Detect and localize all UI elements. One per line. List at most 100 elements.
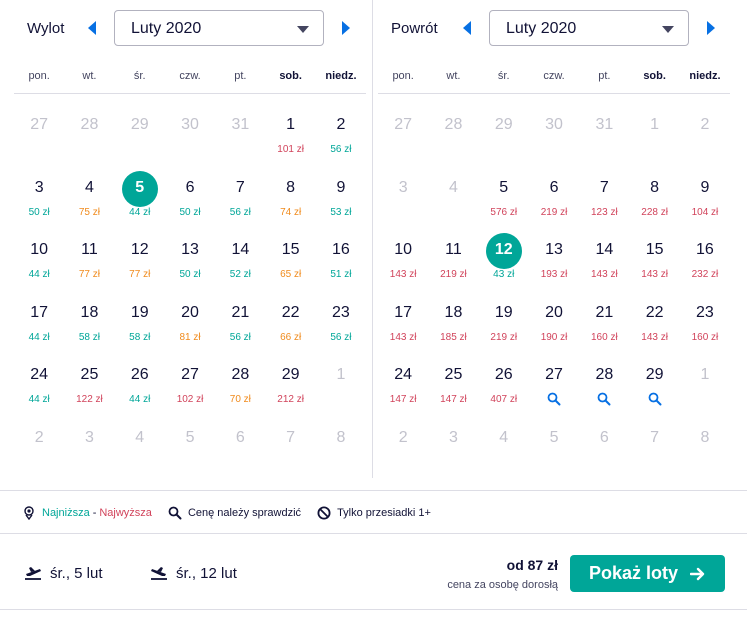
day-cell[interactable]: 11 219 zł <box>428 225 478 288</box>
day-cell[interactable]: 4 75 zł <box>64 163 114 226</box>
day-cell[interactable]: 18 58 zł <box>64 288 114 351</box>
day-price: 44 zł <box>129 206 151 218</box>
day-price: 193 zł <box>540 269 568 281</box>
day-cell[interactable]: 25 122 zł <box>64 350 114 413</box>
day-cell[interactable]: 17 143 zł <box>378 288 428 351</box>
day-cell[interactable]: 6 50 zł <box>165 163 215 226</box>
day-cell[interactable]: 12 77 zł <box>115 225 165 288</box>
divider <box>378 93 730 94</box>
day-cell[interactable]: 23 56 zł <box>316 288 366 351</box>
day-number: 12 <box>494 241 513 259</box>
day-number: 7 <box>650 428 660 446</box>
day-cell: 27 <box>14 100 64 163</box>
day-number: 6 <box>235 428 245 446</box>
day-number: 16 <box>332 241 350 259</box>
day-cell[interactable]: 7 56 zł <box>215 163 265 226</box>
outbound-next-month-button[interactable] <box>339 18 353 38</box>
day-cell[interactable]: 15 65 zł <box>265 225 315 288</box>
day-price: 70 zł <box>229 394 251 406</box>
day-cell[interactable]: 11 77 zł <box>64 225 114 288</box>
day-cell[interactable]: 13 193 zł <box>529 225 579 288</box>
day-price: 147 zł <box>440 394 467 406</box>
day-number: 26 <box>130 366 149 384</box>
day-cell[interactable]: 9 53 zł <box>316 163 366 226</box>
outbound-month-select[interactable]: Luty 2020 <box>114 10 324 46</box>
day-price: 185 zł <box>440 331 467 343</box>
day-number: 22 <box>281 303 300 321</box>
day-cell[interactable]: 3 50 zł <box>14 163 64 226</box>
day-number: 1 <box>336 366 346 384</box>
day-number: 4 <box>499 428 509 446</box>
day-cell: 31 <box>215 100 265 163</box>
day-number: 27 <box>30 116 49 133</box>
day-number: 19 <box>130 303 149 321</box>
legend-price-range: Najniższa - Najwyższa <box>22 506 152 520</box>
day-cell[interactable]: 9 104 zł <box>680 163 730 226</box>
legend-highest: Najwyższa <box>99 507 152 519</box>
day-cell[interactable]: 14 52 zł <box>215 225 265 288</box>
day-cell[interactable]: 19 219 zł <box>479 288 529 351</box>
day-cell[interactable]: 15 143 zł <box>629 225 679 288</box>
day-cell[interactable]: 6 219 zł <box>529 163 579 226</box>
day-cell[interactable]: 20 190 zł <box>529 288 579 351</box>
day-price: 228 zł <box>641 206 668 218</box>
day-cell[interactable]: 29 <box>629 350 679 413</box>
day-cell[interactable]: 24 44 zł <box>14 350 64 413</box>
day-cell[interactable]: 21 160 zł <box>579 288 629 351</box>
day-cell: 3 <box>378 163 428 226</box>
day-cell[interactable]: 1 101 zł <box>265 100 315 163</box>
day-cell[interactable]: 23 160 zł <box>680 288 730 351</box>
day-cell[interactable]: 8 74 zł <box>265 163 315 226</box>
day-cell[interactable]: 22 143 zł <box>629 288 679 351</box>
day-cell[interactable]: 5 44 zł <box>115 163 165 226</box>
day-cell[interactable]: 19 58 zł <box>115 288 165 351</box>
day-cell[interactable]: 12 43 zł <box>479 225 529 288</box>
day-cell[interactable]: 17 44 zł <box>14 288 64 351</box>
day-cell[interactable]: 25 147 zł <box>428 350 478 413</box>
day-cell[interactable]: 5 576 zł <box>479 163 529 226</box>
prohibited-icon <box>317 506 331 520</box>
day-price: 219 zł <box>490 331 518 343</box>
return-prev-month-button[interactable] <box>460 18 474 38</box>
weekday-label: czw. <box>543 70 565 82</box>
day-cell[interactable]: 13 50 zł <box>165 225 215 288</box>
show-flights-button[interactable]: Pokaż loty <box>570 555 725 592</box>
day-cell: 3 <box>64 413 114 476</box>
day-cell[interactable]: 28 <box>579 350 629 413</box>
day-cell[interactable]: 22 66 zł <box>265 288 315 351</box>
day-number: 29 <box>281 366 300 384</box>
day-number: 29 <box>645 366 664 384</box>
day-cell[interactable]: 26 407 zł <box>479 350 529 413</box>
day-cell[interactable]: 10 143 zł <box>378 225 428 288</box>
day-cell: 5 <box>529 413 579 476</box>
day-number: 7 <box>599 178 609 196</box>
day-price: 56 zł <box>330 144 352 155</box>
day-cell[interactable]: 14 143 zł <box>579 225 629 288</box>
day-cell[interactable]: 21 56 zł <box>215 288 265 351</box>
outbound-prev-month-button[interactable] <box>85 18 99 38</box>
day-cell[interactable]: 26 44 zł <box>115 350 165 413</box>
return-month-select[interactable]: Luty 2020 <box>489 10 689 46</box>
day-cell[interactable]: 7 123 zł <box>579 163 629 226</box>
price-legend: Najniższa - Najwyższa Cenę należy sprawd… <box>22 505 447 521</box>
day-cell[interactable]: 28 70 zł <box>215 350 265 413</box>
weekday-label: sob. <box>643 70 666 82</box>
day-cell[interactable]: 20 81 zł <box>165 288 215 351</box>
day-cell[interactable]: 29 212 zł <box>265 350 315 413</box>
day-cell[interactable]: 8 228 zł <box>629 163 679 226</box>
day-cell[interactable]: 27 <box>529 350 579 413</box>
day-cell[interactable]: 10 44 zł <box>14 225 64 288</box>
day-number: 24 <box>394 366 413 384</box>
day-cell[interactable]: 18 185 zł <box>428 288 478 351</box>
day-price: 190 zł <box>540 331 568 343</box>
day-number: 16 <box>696 241 714 259</box>
day-cell[interactable]: 16 232 zł <box>680 225 730 288</box>
day-number: 8 <box>336 428 346 446</box>
outbound-label: Wylot <box>27 20 65 37</box>
day-cell[interactable]: 16 51 zł <box>316 225 366 288</box>
day-number: 11 <box>445 241 462 259</box>
day-cell[interactable]: 2 56 zł <box>316 100 366 163</box>
day-cell[interactable]: 27 102 zł <box>165 350 215 413</box>
return-next-month-button[interactable] <box>704 18 718 38</box>
day-cell[interactable]: 24 147 zł <box>378 350 428 413</box>
